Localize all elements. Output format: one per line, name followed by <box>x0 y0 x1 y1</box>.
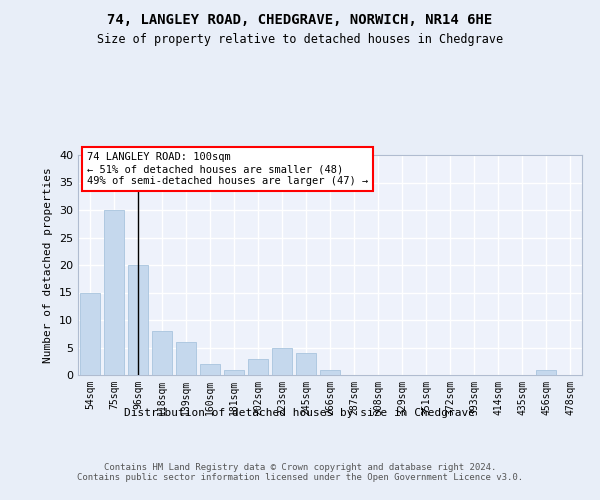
Bar <box>272 348 292 375</box>
Text: 74, LANGLEY ROAD, CHEDGRAVE, NORWICH, NR14 6HE: 74, LANGLEY ROAD, CHEDGRAVE, NORWICH, NR… <box>107 12 493 26</box>
Bar <box>296 353 316 375</box>
Text: Contains HM Land Registry data © Crown copyright and database right 2024.
Contai: Contains HM Land Registry data © Crown c… <box>77 462 523 482</box>
Bar <box>224 370 244 375</box>
Bar <box>128 265 148 375</box>
Bar <box>80 292 100 375</box>
Y-axis label: Number of detached properties: Number of detached properties <box>43 167 53 363</box>
Bar <box>176 342 196 375</box>
Bar <box>152 331 172 375</box>
Bar <box>320 370 340 375</box>
Bar <box>536 370 556 375</box>
Text: Size of property relative to detached houses in Chedgrave: Size of property relative to detached ho… <box>97 32 503 46</box>
Bar <box>200 364 220 375</box>
Text: Distribution of detached houses by size in Chedgrave: Distribution of detached houses by size … <box>125 408 476 418</box>
Bar <box>248 358 268 375</box>
Bar <box>104 210 124 375</box>
Text: 74 LANGLEY ROAD: 100sqm
← 51% of detached houses are smaller (48)
49% of semi-de: 74 LANGLEY ROAD: 100sqm ← 51% of detache… <box>87 152 368 186</box>
